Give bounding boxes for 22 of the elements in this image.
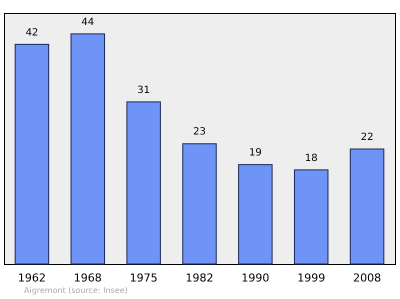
x-tick-label: 1975 <box>130 272 158 284</box>
data-label: 19 <box>248 148 262 159</box>
data-label: 44 <box>81 16 94 28</box>
x-tick-label: 1999 <box>297 272 326 284</box>
data-label: 31 <box>137 84 150 96</box>
x-tick-label: 2008 <box>353 272 382 284</box>
text: Aigremont (source: Insee) <box>24 286 128 295</box>
data-label: 23 <box>193 126 206 138</box>
x-tick-label: 1968 <box>74 272 102 284</box>
x-tick-label: 1962 <box>18 272 46 284</box>
bar <box>294 169 328 264</box>
bar <box>182 143 217 264</box>
bar <box>14 44 50 264</box>
bar <box>126 101 161 264</box>
x-tick-label: 1990 <box>241 272 270 284</box>
bar <box>70 33 106 264</box>
data-label: 22 <box>360 132 374 143</box>
bar <box>238 164 273 264</box>
data-label: 18 <box>304 152 318 164</box>
x-tick-label: 1982 <box>186 272 214 284</box>
bar <box>350 148 384 264</box>
data-label: 42 <box>26 27 38 38</box>
